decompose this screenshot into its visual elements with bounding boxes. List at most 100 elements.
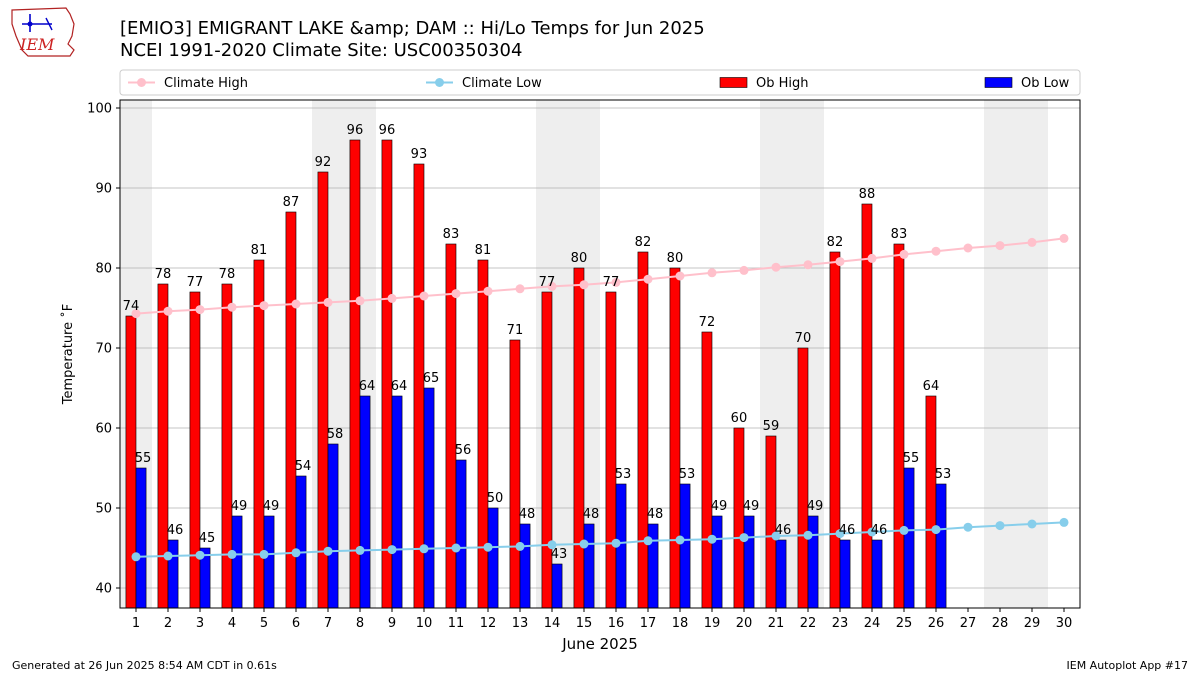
- climate-low-line: [135, 521, 1065, 558]
- ob-low-value-label: 43: [551, 547, 568, 562]
- ob-high-value-label: 70: [795, 331, 812, 346]
- x-axis-label: June 2025: [561, 635, 638, 653]
- ob-high-bar: [221, 283, 233, 609]
- legend-label: Climate High: [164, 76, 248, 91]
- climate-low-point: [131, 552, 141, 562]
- legend-label: Climate Low: [462, 76, 542, 91]
- ob-low-value-label: 55: [135, 451, 152, 466]
- ob-high-bar: [797, 347, 809, 609]
- climate-low-point: [899, 525, 909, 535]
- ob-high-value-label: 77: [539, 275, 556, 290]
- climate-high-point: [483, 286, 493, 296]
- climate-high-point: [515, 284, 525, 294]
- climate-low-point: [803, 530, 813, 540]
- ob-low-value-label: 49: [263, 499, 280, 514]
- ob-high-value-label: 87: [283, 195, 300, 210]
- climate-low-point: [707, 534, 717, 544]
- x-tick-label: 1: [132, 616, 140, 631]
- ob-high-bar: [445, 243, 457, 609]
- climate-low-point: [387, 545, 397, 555]
- ob-low-value-label: 54: [295, 459, 312, 474]
- x-tick-label: 26: [928, 616, 945, 631]
- y-tick-label: 70: [95, 342, 112, 357]
- climate-high-point: [291, 299, 301, 309]
- ob-high-bar: [893, 243, 905, 609]
- app-credit: IEM Autoplot App #17: [1066, 659, 1189, 672]
- ob-high-value-label: 77: [187, 275, 204, 290]
- climate-low-point: [483, 542, 493, 552]
- ob-high-value-label: 59: [763, 419, 780, 434]
- x-tick-label: 18: [672, 616, 689, 631]
- ob-low-value-label: 46: [871, 523, 888, 538]
- ob-high-value-label: 92: [315, 155, 332, 170]
- climate-low-point: [355, 545, 365, 555]
- ob-high-bar: [925, 395, 937, 609]
- x-tick-label: 27: [960, 616, 977, 631]
- y-tick-label: 60: [95, 422, 112, 437]
- climate-low-point: [1059, 517, 1069, 527]
- climate-high-point: [1059, 233, 1069, 243]
- climate-high-point: [803, 260, 813, 270]
- bars: [125, 139, 947, 609]
- climate-low-point: [547, 540, 557, 550]
- ob-low-value-label: 49: [807, 499, 824, 514]
- climate-low-point: [931, 525, 941, 535]
- plot-frame: [119, 99, 1081, 609]
- ob-high-value-label: 82: [635, 235, 652, 250]
- weekend-shade: [1016, 100, 1048, 608]
- ob-low-value-label: 46: [839, 523, 856, 538]
- legend-box: [119, 69, 1081, 96]
- ob-low-value-label: 49: [743, 499, 760, 514]
- x-tick-label: 11: [448, 616, 465, 631]
- x-tick-label: 30: [1056, 616, 1073, 631]
- climate-high-point: [259, 301, 269, 311]
- ob-high-value-label: 64: [923, 379, 940, 394]
- ob-low-bar: [487, 507, 499, 609]
- ob-high-bar: [509, 339, 521, 609]
- ob-low-value-label: 49: [711, 499, 728, 514]
- ob-high-value-label: 83: [443, 227, 460, 242]
- x-tick-label: 2: [164, 616, 172, 631]
- x-tick-label: 12: [480, 616, 497, 631]
- ob-low-bar: [295, 475, 307, 609]
- x-tick-label: 22: [800, 616, 817, 631]
- ob-high-bar: [765, 435, 777, 609]
- ob-low-value-label: 53: [615, 467, 632, 482]
- climate-high-point: [419, 291, 429, 301]
- climate-low-point: [227, 549, 237, 559]
- generated-timestamp: Generated at 26 Jun 2025 8:54 AM CDT in …: [12, 659, 277, 672]
- ob-high-bar: [477, 259, 489, 609]
- climate-high-point: [995, 241, 1005, 251]
- ob-low-value-label: 58: [327, 427, 344, 442]
- ob-low-value-label: 55: [903, 451, 920, 466]
- x-tick-label: 10: [416, 616, 433, 631]
- ob-low-value-label: 48: [647, 507, 664, 522]
- x-tick-label: 15: [576, 616, 593, 631]
- chart-title: [EMIO3] EMIGRANT LAKE &amp; DAM :: Hi/Lo…: [120, 18, 705, 39]
- x-tick-label: 19: [704, 616, 721, 631]
- ob-low-bar: [167, 539, 179, 609]
- climate-high-point: [355, 296, 365, 306]
- legend-swatch-marker: [435, 78, 444, 87]
- ob-high-value-label: 81: [251, 243, 268, 258]
- climate-low-point: [419, 544, 429, 554]
- climate-high-point: [195, 305, 205, 315]
- ob-low-value-label: 48: [519, 507, 536, 522]
- x-tick-label: 5: [260, 616, 268, 631]
- climate-high-point: [131, 309, 141, 319]
- ob-high-value-label: 96: [379, 123, 396, 138]
- x-tick-label: 7: [324, 616, 332, 631]
- legend-swatch-marker: [137, 78, 146, 87]
- climate-low-point: [835, 529, 845, 539]
- climate-high-point: [611, 277, 621, 287]
- y-axis-label: Temperature ˚F: [60, 304, 76, 405]
- ob-high-value-label: 81: [475, 243, 492, 258]
- x-tick-label: 23: [832, 616, 849, 631]
- ob-high-value-label: 82: [827, 235, 844, 250]
- ob-low-bar: [743, 515, 755, 609]
- ob-high-value-label: 77: [603, 275, 620, 290]
- legend-swatch-bar: [719, 77, 748, 88]
- ob-low-bar: [359, 395, 371, 609]
- ob-high-bar: [637, 251, 649, 609]
